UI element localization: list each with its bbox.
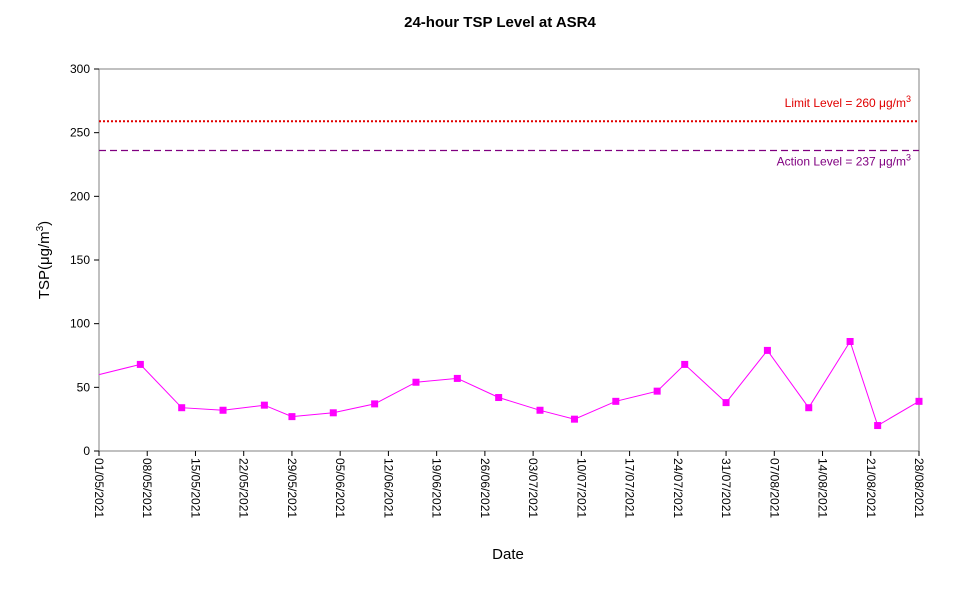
x-tick-label: 17/07/2021	[623, 458, 637, 518]
reference-line-label: Limit Level = 260 μg/m3	[785, 94, 911, 110]
x-tick-label: 05/06/2021	[333, 458, 347, 518]
x-tick-label: 29/05/2021	[285, 458, 299, 518]
data-point	[722, 399, 730, 407]
data-point	[371, 400, 379, 408]
y-tick-label: 100	[70, 317, 90, 331]
x-tick-label: 08/05/2021	[140, 458, 154, 518]
x-tick-label: 21/08/2021	[864, 458, 878, 518]
data-point	[805, 404, 813, 412]
plot-area	[98, 68, 920, 452]
y-axis: 0 50 100 150 200 250 300	[70, 62, 99, 458]
data-point	[412, 378, 420, 386]
data-point	[653, 387, 661, 395]
x-axis: 01/05/2021 08/05/2021 15/05/2021 22/05/2021…	[92, 451, 926, 518]
x-tick-label: 22/05/2021	[237, 458, 251, 518]
data-point	[453, 374, 461, 382]
x-tick-label: 03/07/2021	[526, 458, 540, 518]
data-point	[681, 360, 689, 368]
x-tick-label: 15/05/2021	[188, 458, 202, 518]
x-tick-label: 12/06/2021	[381, 458, 395, 518]
x-tick-label: 07/08/2021	[767, 458, 781, 518]
data-point	[219, 406, 227, 414]
data-point	[874, 422, 882, 430]
x-tick-label: 31/07/2021	[719, 458, 733, 518]
x-axis-label: Date	[492, 546, 524, 563]
x-tick-label: 10/07/2021	[574, 458, 588, 518]
data-point	[178, 404, 186, 412]
x-tick-label: 14/08/2021	[816, 458, 830, 518]
y-tick-label: 300	[70, 62, 90, 76]
y-tick-label: 150	[70, 253, 90, 267]
data-point	[846, 337, 854, 345]
data-point	[570, 415, 578, 423]
series-line-group	[98, 340, 920, 427]
x-tick-label: 19/06/2021	[430, 458, 444, 518]
y-tick-label: 250	[70, 126, 90, 140]
y-tick-label: 0	[83, 444, 90, 458]
data-point	[612, 397, 620, 405]
x-tick-label: 28/08/2021	[912, 458, 926, 518]
data-point	[536, 406, 544, 414]
reference-lines: Limit Level = 260 μg/m3 Action Level = 23…	[99, 94, 919, 168]
x-tick-label: 24/07/2021	[671, 458, 685, 518]
data-point	[495, 394, 503, 402]
y-axis-label: TSP(μg/m3)	[35, 221, 53, 299]
series-line	[98, 340, 920, 427]
data-point	[763, 346, 771, 354]
data-point	[915, 397, 923, 405]
chart-title: 24-hour TSP Level at ASR4	[404, 14, 596, 31]
data-point	[288, 413, 296, 421]
y-tick-label: 200	[70, 189, 90, 203]
x-tick-label: 26/06/2021	[478, 458, 492, 518]
x-tick-label: 01/05/2021	[92, 458, 106, 518]
data-point	[329, 409, 337, 417]
data-point	[136, 360, 144, 368]
reference-line-label: Action Level = 237 μg/m3	[777, 152, 911, 168]
data-point	[260, 401, 268, 409]
y-tick-label: 50	[77, 380, 91, 394]
series-points-group	[136, 337, 923, 430]
